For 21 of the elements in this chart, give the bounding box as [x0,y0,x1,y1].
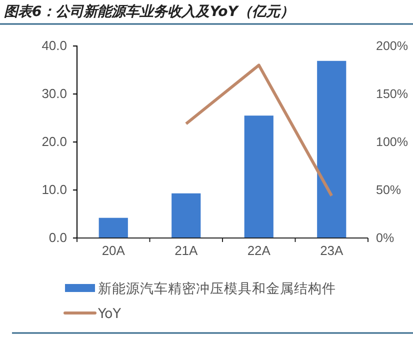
bar [317,60,346,238]
x-tick-label: 23A [320,243,344,258]
y-tick-label: 0.0 [48,230,67,246]
y2-tick-label: 100% [376,135,408,149]
bar [98,218,128,238]
bar [172,193,201,238]
bar [244,116,274,238]
chart-title: 图表6：公司新能源车业务收入及YoY（亿元） [4,3,294,20]
y2-tick-label: 0% [376,231,394,245]
x-tick-label: 22A [247,243,271,258]
y-tick-label: 40.0 [42,38,67,54]
x-tick-label: 20A [102,243,126,258]
y2-tick-label: 150% [376,87,408,101]
legend-label: YoY [97,306,122,322]
y2-tick-label: 50% [376,183,402,197]
y-tick-label: 30.0 [42,86,67,102]
y-tick-label: 20.0 [42,134,67,150]
y-tick-label: 10.0 [42,182,67,198]
x-tick-label: 21A [174,243,198,258]
legend-label: 新能源汽车精密冲压模具和金属结构件 [98,281,336,297]
y2-tick-label: 200% [376,39,408,53]
